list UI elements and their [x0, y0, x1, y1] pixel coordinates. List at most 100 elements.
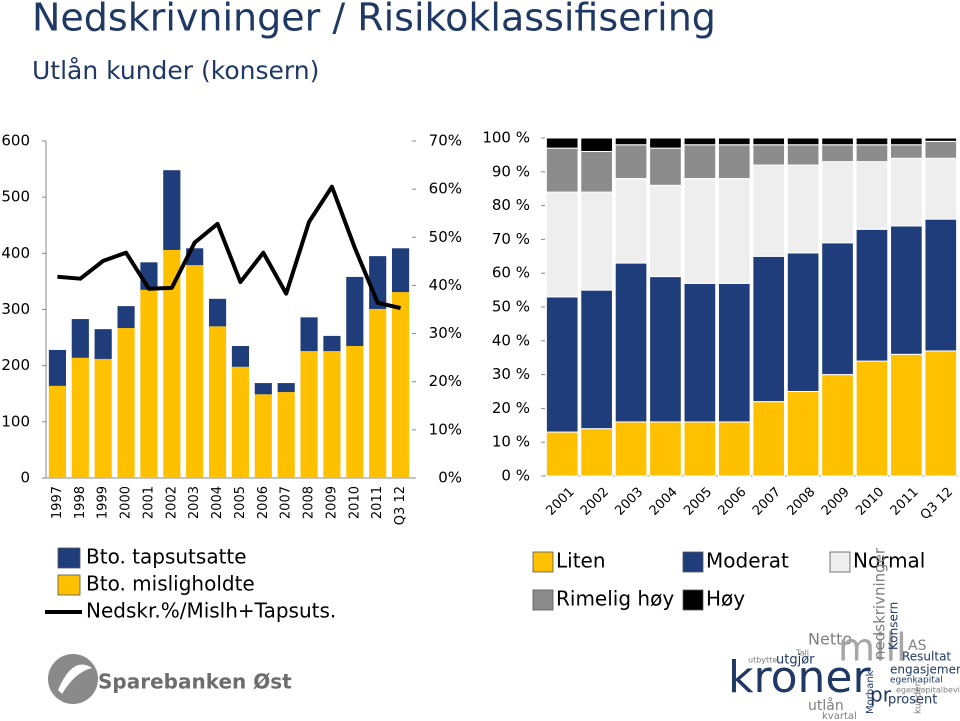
y2-tick-label: 50% [429, 228, 462, 246]
y-tick-label: 200 [1, 356, 30, 374]
bar-segment [580, 151, 613, 193]
y-tick-label: 90 % [492, 162, 530, 180]
y-tick-label: 50 % [492, 298, 530, 316]
y-tick-label: 60 % [492, 264, 530, 282]
legend-label: Høy [706, 587, 745, 611]
bar-segment [649, 147, 682, 186]
word-cloud-word: pr [870, 683, 892, 707]
word-cloud-word: utgjør [776, 653, 815, 668]
bar-segment [300, 317, 318, 352]
bar-segment [821, 137, 854, 146]
x-tick-label: 2001 [141, 486, 156, 519]
bar-segment [717, 137, 751, 146]
bar-segment [580, 428, 613, 477]
legend-label: Liten [556, 549, 606, 573]
legend-label: Bto. tapsutsatte [86, 545, 247, 569]
bar-segment [391, 248, 410, 293]
bar-segment [323, 335, 341, 352]
x-tick-label: 2003 [612, 485, 646, 519]
word-cloud-word: kunder [914, 682, 924, 714]
y-tick-label: 20 % [492, 399, 530, 417]
bar-segment [48, 385, 67, 478]
logo-text: Sparebanken Øst [98, 670, 292, 694]
bar-segment [821, 374, 854, 477]
y-tick-label: 300 [1, 300, 30, 318]
bar-segment [821, 242, 854, 376]
bar-segment [614, 137, 648, 146]
bar-segment [300, 351, 318, 478]
x-tick-label: 2003 [187, 486, 202, 519]
slide-subtitle: Utlån kunder (konsern) [32, 56, 319, 85]
y-tick-label: 40 % [492, 331, 530, 349]
bar-segment [254, 383, 272, 395]
y-tick-label: 70 % [492, 230, 530, 248]
y-tick-label: 600 [1, 132, 30, 150]
bar-segment [890, 144, 923, 159]
legend-swatch [57, 574, 81, 596]
x-tick-label: 2006 [716, 485, 750, 519]
bar-segment [614, 144, 648, 180]
legend-label: Moderat [706, 549, 789, 573]
logo-swoosh [58, 664, 92, 694]
x-tick-label: 2002 [164, 486, 179, 519]
x-tick-label: 2001 [544, 485, 578, 519]
bar-segment [580, 289, 613, 430]
y2-tick-label: 10% [429, 420, 462, 438]
word-cloud-word: Resultat [902, 650, 951, 664]
y-tick-label: 0 % [501, 467, 530, 485]
bar-segment [683, 178, 717, 284]
x-tick-label: 2006 [256, 486, 271, 519]
bar-segment [545, 137, 579, 149]
bar-segment [208, 326, 227, 478]
bar-segment [140, 289, 158, 478]
bar-segment [683, 137, 717, 146]
legend-swatch [57, 547, 81, 569]
bar-segment [117, 328, 135, 478]
bar-segment [924, 137, 958, 142]
x-tick-label: 2004 [210, 486, 225, 519]
x-tick-label: 1997 [50, 486, 65, 519]
x-tick-label: 2011 [888, 485, 922, 519]
bar-segment [71, 319, 89, 358]
y-tick-label: 400 [1, 244, 30, 262]
word-cloud-word: mill [838, 626, 907, 670]
word-cloud-word: Morbank [865, 670, 876, 714]
bar-segment [231, 346, 250, 367]
word-cloud-word: nedskrivninger [871, 547, 889, 660]
bar-segment [94, 358, 112, 478]
bar-segment [890, 353, 923, 477]
x-tick-label: 2000 [119, 486, 134, 519]
bar-segment [924, 140, 958, 159]
bar-segment [71, 357, 89, 478]
y-tick-label: 100 % [482, 129, 530, 147]
bar-segment [614, 262, 648, 423]
x-tick-label: 2011 [370, 486, 385, 519]
legend-label: Normal [853, 549, 925, 573]
x-tick-label: 1998 [73, 486, 88, 519]
bar-segment [890, 225, 923, 355]
word-cloud-word: Netto [808, 630, 852, 649]
bar-segment [821, 161, 854, 244]
bar-segment [277, 383, 295, 393]
bar-segment [786, 391, 820, 477]
bar-segment [717, 178, 751, 284]
x-tick-label: 1999 [96, 486, 111, 519]
bar-segment [786, 252, 820, 392]
legend-label: Nedskr.%/Mislh+Tapsuts. [86, 599, 336, 623]
bar-segment [786, 164, 820, 254]
bar-segment [855, 360, 889, 477]
bar-segment [924, 218, 958, 352]
word-cloud-word: egenkapital [890, 676, 943, 686]
bar-segment [346, 276, 364, 347]
bar-segment [752, 137, 786, 146]
y-tick-label: 30 % [492, 365, 530, 383]
x-tick-label: 2009 [324, 486, 339, 519]
bar-segment [752, 255, 786, 403]
bar-segment [277, 392, 295, 478]
y-tick-label: 10 % [492, 433, 530, 451]
x-tick-label: 2007 [750, 485, 784, 519]
bar-segment [683, 421, 717, 477]
bar-segment [924, 157, 958, 220]
bar-segment [717, 282, 751, 423]
bar-segment [48, 349, 67, 386]
